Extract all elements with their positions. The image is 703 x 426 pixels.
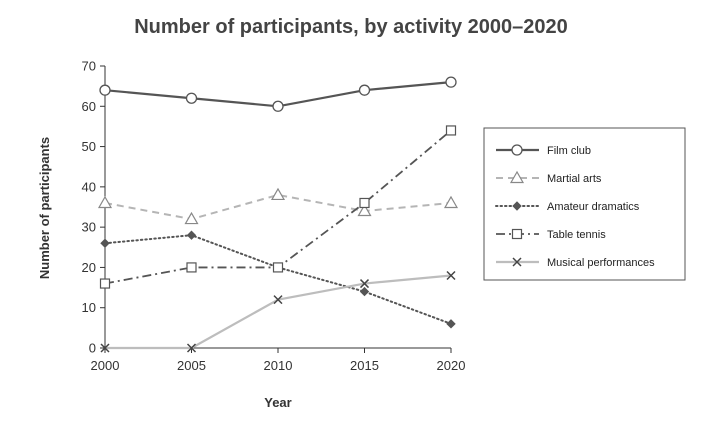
x-tick-label: 2005 xyxy=(177,358,206,373)
data-point-film-club xyxy=(99,84,111,96)
data-point-amateur-dramatics xyxy=(446,319,456,329)
legend-label: Martial arts xyxy=(547,173,602,185)
y-tick-label: 50 xyxy=(82,139,96,154)
series-layer xyxy=(97,76,459,353)
series-table-tennis xyxy=(99,125,457,289)
x-tick-label: 2010 xyxy=(264,358,293,373)
data-point-amateur-dramatics xyxy=(100,238,110,248)
legend-label: Table tennis xyxy=(547,229,606,241)
data-point-film-club xyxy=(445,76,457,88)
legend-item-amateur-dramatics: Amateur dramatics xyxy=(495,201,640,213)
data-point-table-tennis xyxy=(186,262,197,273)
legend-item-musical-performances: Musical performances xyxy=(496,257,655,269)
legend-label: Amateur dramatics xyxy=(547,201,640,213)
legend-item-table-tennis: Table tennis xyxy=(496,228,606,241)
data-point-table-tennis xyxy=(99,278,111,289)
axes: 0 10 20 30 40 50 60 70 2000 2005 2010 2015 2020 xyxy=(82,59,466,374)
y-tick-label: 0 xyxy=(89,341,96,356)
data-point-amateur-dramatics xyxy=(359,286,370,297)
y-tick-label: 70 xyxy=(82,59,96,74)
y-tick-label: 20 xyxy=(82,260,96,275)
legend-label: Film club xyxy=(547,145,591,157)
series-line-martial-arts xyxy=(104,193,452,221)
legend-marker-martial-arts xyxy=(509,170,525,184)
data-point-film-club xyxy=(185,92,198,104)
x-tick-label: 2000 xyxy=(91,358,120,373)
data-point-table-tennis xyxy=(445,125,457,136)
y-tick-label: 60 xyxy=(82,99,96,114)
y-tick-label: 30 xyxy=(82,220,96,235)
chart-title: Number of participants, by activity 2000… xyxy=(134,16,568,38)
y-axis-label: Number of participants xyxy=(37,137,52,279)
data-point-musical-performances xyxy=(359,279,370,289)
x-tick-label: 2020 xyxy=(437,358,466,373)
x-axis-label: Year xyxy=(264,395,291,410)
series-martial-arts xyxy=(97,187,459,225)
legend-item-martial-arts: Martial arts xyxy=(496,170,602,185)
data-point-table-tennis xyxy=(272,262,284,273)
data-point-martial-arts xyxy=(184,211,199,225)
x-tick-label: 2015 xyxy=(350,358,379,373)
series-musical-performances xyxy=(100,270,456,353)
data-point-musical-performances xyxy=(100,343,110,353)
legend: Film club Martial arts Amateur dramatics Ta… xyxy=(483,127,686,281)
data-point-musical-performances xyxy=(446,270,456,281)
data-point-film-club xyxy=(358,84,371,96)
data-point-musical-performances xyxy=(186,343,197,353)
legend-marker-film-club xyxy=(511,144,523,156)
data-point-film-club xyxy=(272,100,284,112)
data-point-martial-arts xyxy=(270,187,286,201)
series-line-musical-performances xyxy=(105,274,452,350)
data-point-martial-arts xyxy=(97,195,113,209)
legend-label: Musical performances xyxy=(547,257,655,269)
legend-marker-musical-performances xyxy=(512,257,522,267)
data-point-table-tennis xyxy=(359,197,370,209)
data-point-amateur-dramatics xyxy=(186,230,197,240)
legend-item-film-club: Film club xyxy=(496,144,591,157)
legend-marker-amateur-dramatics xyxy=(512,201,522,211)
data-point-martial-arts xyxy=(357,203,372,217)
y-tick-label: 40 xyxy=(82,179,96,194)
data-point-martial-arts xyxy=(443,195,459,209)
legend-marker-table-tennis xyxy=(511,228,523,240)
series-film-club xyxy=(99,76,457,112)
data-point-musical-performances xyxy=(273,295,283,305)
y-tick-label: 10 xyxy=(82,300,96,315)
